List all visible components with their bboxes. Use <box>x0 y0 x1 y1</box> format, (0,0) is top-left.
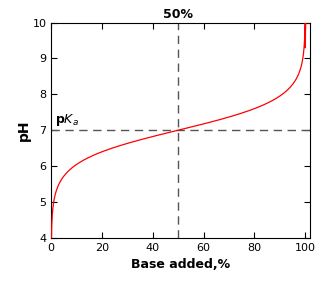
Text: p$K_a$: p$K_a$ <box>55 112 79 128</box>
X-axis label: Base added,%: Base added,% <box>131 258 230 271</box>
Y-axis label: pH: pH <box>17 119 31 141</box>
Text: 50%: 50% <box>163 8 193 21</box>
